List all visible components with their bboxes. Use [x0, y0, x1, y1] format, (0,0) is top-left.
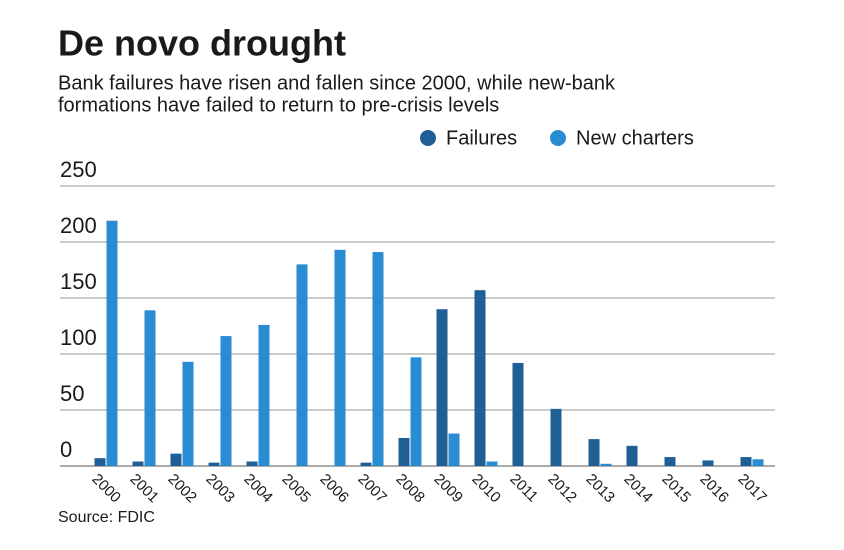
bar [398, 438, 410, 466]
legend-label: Failures [446, 127, 517, 149]
bar [436, 309, 448, 466]
x-tick-label: 2001 [126, 471, 162, 507]
legend-marker [420, 130, 436, 146]
bar [94, 458, 106, 466]
y-tick-label: 100 [60, 325, 97, 350]
x-tick-label: 2012 [544, 471, 580, 507]
y-tick-label: 50 [60, 381, 84, 406]
x-tick-label: 2015 [658, 471, 694, 507]
bar [106, 220, 118, 466]
bar [702, 460, 714, 466]
x-tick-label: 2009 [430, 471, 466, 507]
bar [410, 357, 422, 466]
bar [588, 439, 600, 466]
x-tick-label: 2008 [392, 471, 428, 507]
bar [626, 445, 638, 466]
y-tick-label: 0 [60, 437, 72, 462]
chart-title: De novo drought [58, 23, 346, 64]
bar [144, 310, 156, 466]
legend-marker [550, 130, 566, 146]
bar [296, 264, 308, 466]
x-tick-label: 2017 [734, 471, 770, 507]
bar [448, 433, 460, 466]
bar [600, 463, 612, 466]
bar [132, 461, 144, 466]
bar [182, 361, 194, 466]
bar [360, 462, 372, 466]
y-tick-label: 250 [60, 157, 97, 182]
y-tick-label: 200 [60, 213, 97, 238]
source: Source: FDIC [58, 509, 155, 526]
bar [334, 249, 346, 466]
bar [258, 324, 270, 466]
x-tick-label: 2014 [620, 471, 656, 507]
bar [512, 362, 524, 466]
x-tick-label: 2016 [696, 471, 732, 507]
bar [372, 252, 384, 466]
bar [220, 336, 232, 466]
chart-subtitle: formations have failed to return to pre-… [58, 94, 499, 116]
legend-label: New charters [576, 127, 694, 149]
y-tick-label: 150 [60, 269, 97, 294]
x-tick-label: 2013 [582, 471, 618, 507]
chart-subtitle: Bank failures have risen and fallen sinc… [58, 72, 616, 94]
x-tick-label: 2003 [202, 471, 238, 507]
x-tick-label: 2006 [316, 471, 352, 507]
bar [208, 462, 220, 466]
bar [664, 457, 676, 466]
x-tick-label: 2002 [164, 471, 200, 507]
bar [550, 408, 562, 466]
x-tick-label: 2011 [506, 471, 541, 506]
bar [246, 461, 258, 466]
x-tick-label: 2000 [88, 471, 124, 507]
x-tick-label: 2007 [354, 471, 390, 507]
bar [474, 290, 486, 466]
bar [740, 457, 752, 466]
bar [752, 459, 764, 466]
x-tick-label: 2005 [278, 471, 314, 507]
x-tick-label: 2010 [468, 471, 504, 507]
x-tick-label: 2004 [240, 471, 276, 507]
bar [486, 461, 498, 466]
bar [170, 453, 182, 466]
